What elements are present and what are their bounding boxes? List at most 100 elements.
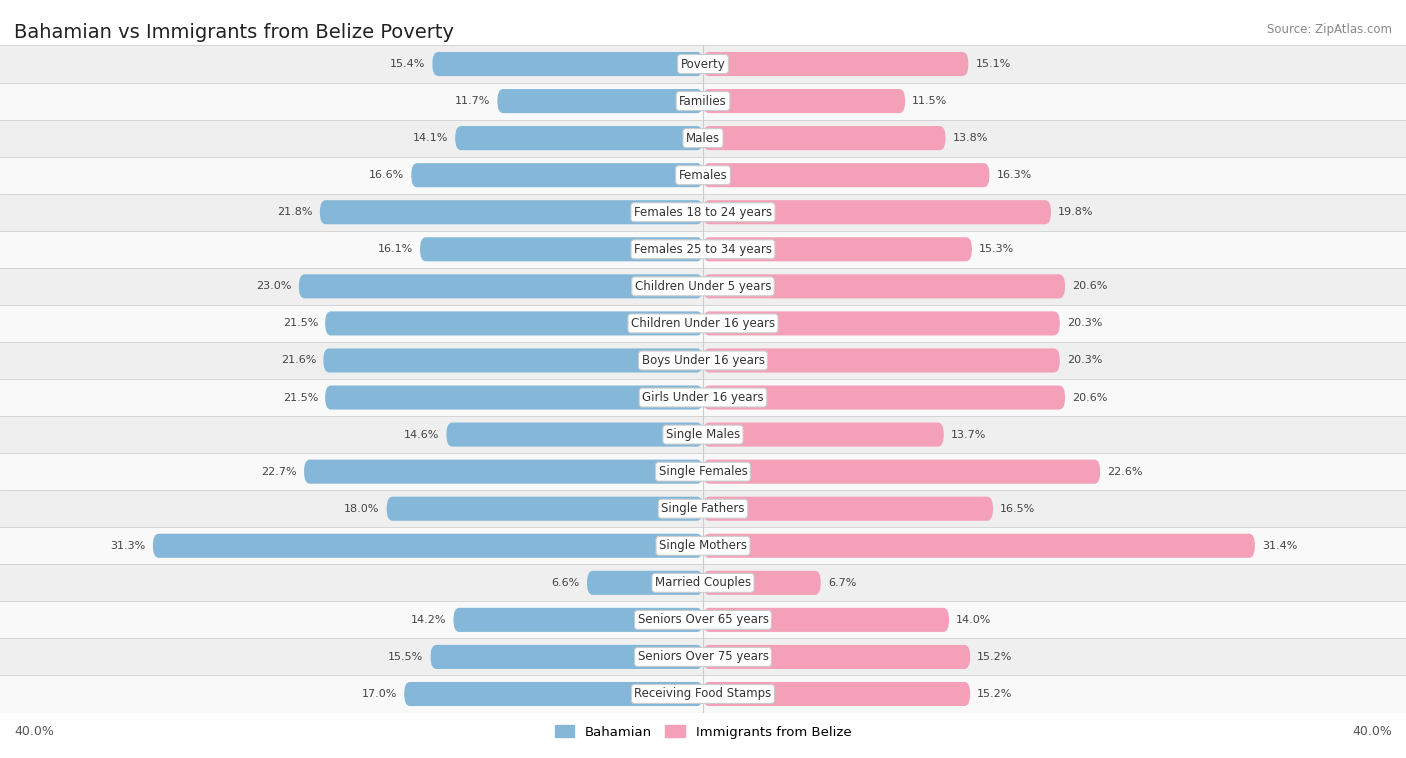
Text: 40.0%: 40.0% [14, 725, 53, 738]
Text: Families: Families [679, 95, 727, 108]
Text: Males: Males [686, 132, 720, 145]
Bar [0, 268, 1406, 305]
FancyBboxPatch shape [454, 608, 703, 632]
FancyBboxPatch shape [703, 645, 970, 669]
Bar [0, 564, 1406, 601]
Text: Married Couples: Married Couples [655, 576, 751, 589]
Text: 19.8%: 19.8% [1057, 207, 1094, 218]
Text: Receiving Food Stamps: Receiving Food Stamps [634, 688, 772, 700]
FancyBboxPatch shape [430, 645, 703, 669]
Text: 31.3%: 31.3% [111, 540, 146, 551]
Bar [0, 305, 1406, 342]
FancyBboxPatch shape [323, 349, 703, 372]
Text: 16.6%: 16.6% [368, 171, 405, 180]
Text: 14.0%: 14.0% [956, 615, 991, 625]
FancyBboxPatch shape [325, 312, 703, 336]
Text: Females 18 to 24 years: Females 18 to 24 years [634, 205, 772, 219]
FancyBboxPatch shape [456, 126, 703, 150]
Bar [0, 45, 1406, 83]
Bar [0, 528, 1406, 564]
FancyBboxPatch shape [325, 386, 703, 409]
Text: 14.6%: 14.6% [404, 430, 439, 440]
FancyBboxPatch shape [703, 89, 905, 113]
Bar [0, 379, 1406, 416]
Bar [0, 157, 1406, 194]
Bar [0, 490, 1406, 528]
Text: 6.6%: 6.6% [551, 578, 581, 587]
Text: 40.0%: 40.0% [1353, 725, 1392, 738]
Text: 23.0%: 23.0% [256, 281, 292, 291]
Text: 15.2%: 15.2% [977, 652, 1012, 662]
Text: 21.5%: 21.5% [283, 393, 318, 402]
FancyBboxPatch shape [420, 237, 703, 262]
Bar [0, 83, 1406, 120]
Text: 22.6%: 22.6% [1108, 467, 1143, 477]
Text: 16.5%: 16.5% [1000, 504, 1035, 514]
FancyBboxPatch shape [304, 459, 703, 484]
FancyBboxPatch shape [153, 534, 703, 558]
FancyBboxPatch shape [703, 200, 1052, 224]
Text: 15.4%: 15.4% [389, 59, 425, 69]
FancyBboxPatch shape [703, 422, 943, 446]
Text: Single Mothers: Single Mothers [659, 539, 747, 553]
FancyBboxPatch shape [703, 459, 1099, 484]
Text: 13.7%: 13.7% [950, 430, 986, 440]
Text: 14.1%: 14.1% [413, 133, 449, 143]
Text: 13.8%: 13.8% [953, 133, 988, 143]
Text: Bahamian vs Immigrants from Belize Poverty: Bahamian vs Immigrants from Belize Pover… [14, 23, 454, 42]
FancyBboxPatch shape [703, 349, 1060, 372]
Text: Children Under 5 years: Children Under 5 years [634, 280, 772, 293]
Bar [0, 194, 1406, 230]
Text: 20.3%: 20.3% [1067, 318, 1102, 328]
Text: 22.7%: 22.7% [262, 467, 297, 477]
Bar [0, 675, 1406, 713]
Text: Poverty: Poverty [681, 58, 725, 70]
Text: Single Males: Single Males [666, 428, 740, 441]
Text: 21.6%: 21.6% [281, 356, 316, 365]
FancyBboxPatch shape [703, 534, 1256, 558]
FancyBboxPatch shape [703, 386, 1066, 409]
Text: 20.3%: 20.3% [1067, 356, 1102, 365]
Bar [0, 416, 1406, 453]
Text: 17.0%: 17.0% [361, 689, 398, 699]
Text: 6.7%: 6.7% [828, 578, 856, 587]
Text: Source: ZipAtlas.com: Source: ZipAtlas.com [1267, 23, 1392, 36]
Text: 31.4%: 31.4% [1261, 540, 1298, 551]
Legend: Bahamian, Immigrants from Belize: Bahamian, Immigrants from Belize [550, 720, 856, 744]
Bar [0, 601, 1406, 638]
FancyBboxPatch shape [703, 312, 1060, 336]
Text: 16.1%: 16.1% [378, 244, 413, 254]
FancyBboxPatch shape [412, 163, 703, 187]
Text: Boys Under 16 years: Boys Under 16 years [641, 354, 765, 367]
Text: Girls Under 16 years: Girls Under 16 years [643, 391, 763, 404]
Text: 21.8%: 21.8% [277, 207, 314, 218]
FancyBboxPatch shape [703, 52, 969, 76]
Bar [0, 230, 1406, 268]
Text: 11.5%: 11.5% [912, 96, 948, 106]
Text: 18.0%: 18.0% [344, 504, 380, 514]
FancyBboxPatch shape [433, 52, 703, 76]
FancyBboxPatch shape [321, 200, 703, 224]
Text: Females: Females [679, 169, 727, 182]
Text: 14.2%: 14.2% [411, 615, 447, 625]
FancyBboxPatch shape [703, 682, 970, 706]
Text: Single Females: Single Females [658, 465, 748, 478]
Bar [0, 638, 1406, 675]
FancyBboxPatch shape [387, 496, 703, 521]
FancyBboxPatch shape [703, 163, 990, 187]
FancyBboxPatch shape [405, 682, 703, 706]
Text: Single Fathers: Single Fathers [661, 503, 745, 515]
FancyBboxPatch shape [703, 237, 972, 262]
Text: 21.5%: 21.5% [283, 318, 318, 328]
FancyBboxPatch shape [299, 274, 703, 299]
FancyBboxPatch shape [447, 422, 703, 446]
Bar [0, 342, 1406, 379]
FancyBboxPatch shape [703, 126, 945, 150]
Text: Females 25 to 34 years: Females 25 to 34 years [634, 243, 772, 255]
Text: Seniors Over 75 years: Seniors Over 75 years [637, 650, 769, 663]
Text: 15.3%: 15.3% [979, 244, 1014, 254]
FancyBboxPatch shape [588, 571, 703, 595]
FancyBboxPatch shape [703, 496, 993, 521]
Bar [0, 120, 1406, 157]
FancyBboxPatch shape [703, 274, 1066, 299]
